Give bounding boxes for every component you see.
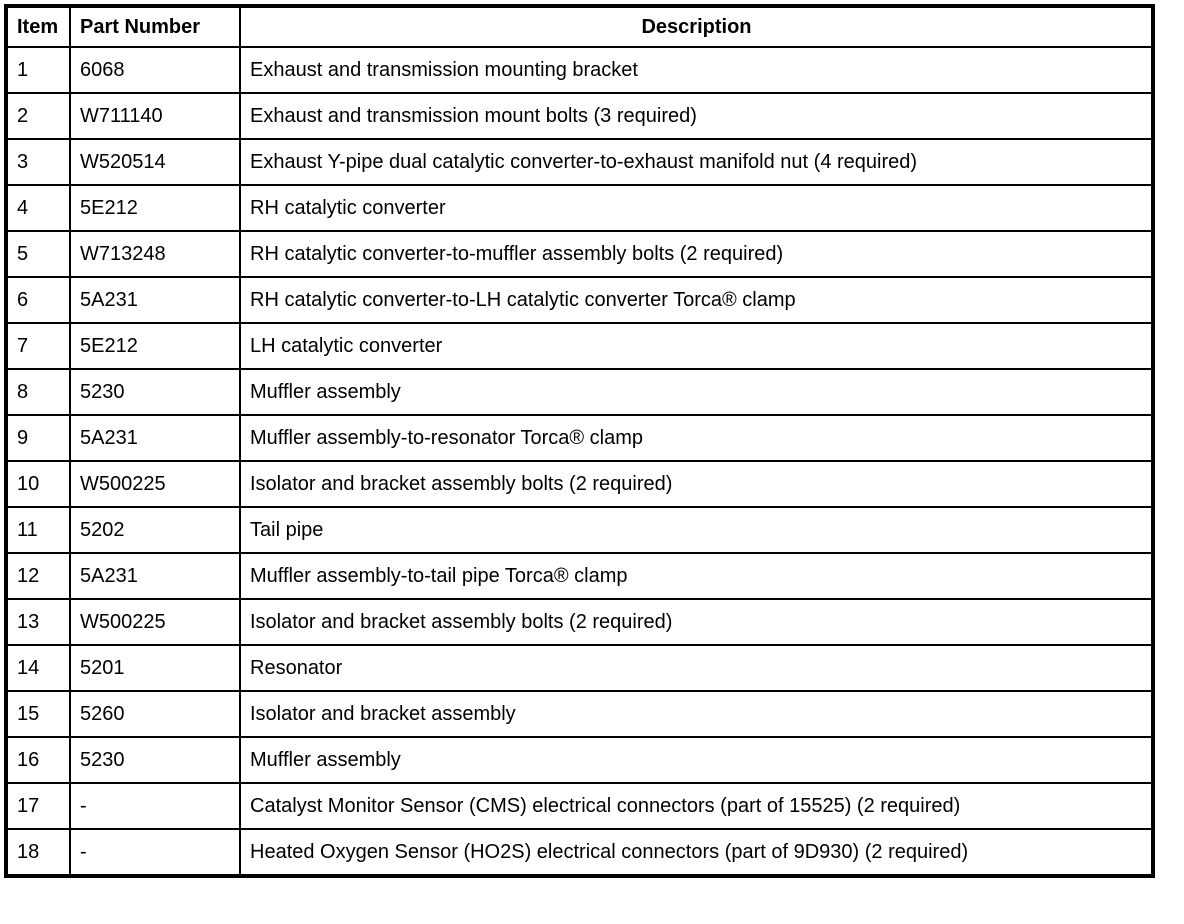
part-number-cell: 5230 [69,736,241,784]
table-row: 15 5260 Isolator and bracket assembly [5,690,1154,738]
description-cell: Muffler assembly [239,368,1154,416]
item-cell: 4 [5,184,71,232]
part-number-cell: W520514 [69,138,241,186]
item-cell: 3 [5,138,71,186]
table-header: Item Part Number Description [5,5,1154,48]
table-row: 1 6068 Exhaust and transmission mounting b… [5,46,1154,94]
item-cell: 13 [5,598,71,646]
item-cell: 7 [5,322,71,370]
part-number-cell: 5E212 [69,184,241,232]
part-number-cell: 6068 [69,46,241,94]
item-cell: 17 [5,782,71,830]
table-row: 12 5A231 Muffler assembly-to-tail pipe Tor… [5,552,1154,600]
item-cell: 9 [5,414,71,462]
part-number-cell: W500225 [69,598,241,646]
part-number-cell: - [69,782,241,830]
table-body: 1 6068 Exhaust and transmission mounting b… [5,46,1154,877]
table-row: 8 5230 Muffler assembly [5,368,1154,416]
table-row: 11 5202 Tail pipe [5,506,1154,554]
part-number-cell: 5A231 [69,276,241,324]
column-header-part-number: Part Number [69,5,241,48]
description-cell: Tail pipe [239,506,1154,554]
item-cell: 18 [5,828,71,877]
item-cell: 12 [5,552,71,600]
table-row: 10 W500225 Isolator and bracket assembly b… [5,460,1154,508]
item-cell: 15 [5,690,71,738]
item-cell: 2 [5,92,71,140]
item-cell: 10 [5,460,71,508]
item-cell: 1 [5,46,71,94]
part-number-cell: 5201 [69,644,241,692]
table-row: 17- Catalyst Monitor Sensor (CMS) electri… [5,782,1154,830]
part-number-cell: 5A231 [69,414,241,462]
part-number-cell: - [69,828,241,877]
table-row: 5 W713248 RH catalytic converter-to-muffle… [5,230,1154,278]
table-row: 18- Heated Oxygen Sensor (HO2S) electrica… [5,828,1154,877]
description-cell: Isolator and bracket assembly bolts (2 r… [239,460,1154,508]
table-row: 9 5A231 Muffler assembly-to-resonator Torc… [5,414,1154,462]
part-number-cell: 5202 [69,506,241,554]
column-header-item: Item [5,5,71,48]
description-cell: Heated Oxygen Sensor (HO2S) electrical c… [239,828,1154,877]
description-cell: LH catalytic converter [239,322,1154,370]
table-row: 6 5A231 RH catalytic converter-to-LH catal… [5,276,1154,324]
part-number-cell: W711140 [69,92,241,140]
description-cell: Isolator and bracket assembly bolts (2 r… [239,598,1154,646]
description-cell: RH catalytic converter-to-LH catalytic c… [239,276,1154,324]
part-number-cell: 5260 [69,690,241,738]
description-cell: Catalyst Monitor Sensor (CMS) electrical… [239,782,1154,830]
column-header-description: Description [239,5,1154,48]
table-row: 2 W711140 Exhaust and transmission mount b… [5,92,1154,140]
table-row: 16 5230 Muffler assembly [5,736,1154,784]
item-cell: 11 [5,506,71,554]
description-cell: Muffler assembly-to-tail pipe Torca® cla… [239,552,1154,600]
item-cell: 5 [5,230,71,278]
item-cell: 16 [5,736,71,784]
description-cell: Muffler assembly-to-resonator Torca® cla… [239,414,1154,462]
table-row: 14 5201 Resonator [5,644,1154,692]
table-row: 7 5E212 LH catalytic converter [5,322,1154,370]
parts-list-table: Item Part Number Description 1 6068 Exhaus… [4,4,1155,878]
description-cell: Resonator [239,644,1154,692]
description-cell: Exhaust and transmission mounting bracke… [239,46,1154,94]
description-cell: Muffler assembly [239,736,1154,784]
description-cell: RH catalytic converter [239,184,1154,232]
part-number-cell: W713248 [69,230,241,278]
part-number-cell: 5A231 [69,552,241,600]
table-row: 13 W500225 Isolator and bracket assembly b… [5,598,1154,646]
part-number-cell: 5230 [69,368,241,416]
description-cell: Isolator and bracket assembly [239,690,1154,738]
item-cell: 6 [5,276,71,324]
table-row: 3 W520514 Exhaust Y-pipe dual catalytic co… [5,138,1154,186]
item-cell: 14 [5,644,71,692]
table-row: 4 5E212 RH catalytic converter [5,184,1154,232]
item-cell: 8 [5,368,71,416]
description-cell: Exhaust Y-pipe dual catalytic converter-… [239,138,1154,186]
description-cell: Exhaust and transmission mount bolts (3 … [239,92,1154,140]
header-row: Item Part Number Description [5,5,1154,48]
description-cell: RH catalytic converter-to-muffler assemb… [239,230,1154,278]
part-number-cell: W500225 [69,460,241,508]
part-number-cell: 5E212 [69,322,241,370]
